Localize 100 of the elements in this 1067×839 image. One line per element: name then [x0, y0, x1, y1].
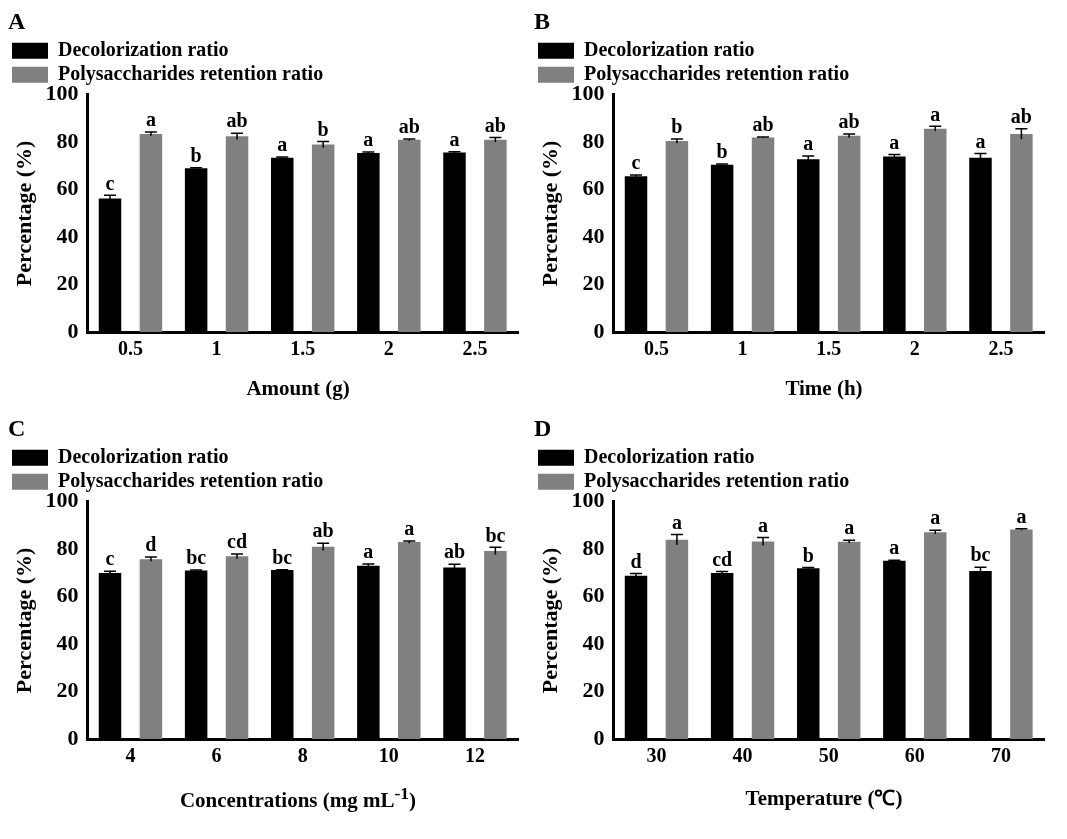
y-tick-label: 40: [56, 222, 79, 248]
y-axis-title: Percentage (%): [10, 547, 36, 694]
bar: [225, 556, 249, 739]
data-label: bc: [272, 545, 293, 568]
data-label: a: [1016, 505, 1027, 528]
bar: [484, 139, 507, 332]
bar: [139, 133, 163, 332]
x-tick-label: 1: [737, 337, 748, 360]
y-tick-label: 60: [582, 582, 605, 608]
x-tick-label: 1.5: [816, 337, 842, 360]
data-label: a: [844, 516, 855, 539]
data-label: c: [631, 151, 641, 174]
data-label: bc: [970, 543, 991, 566]
bar: [924, 128, 947, 332]
data-label: c: [105, 171, 115, 194]
x-tick-label: 8: [297, 744, 308, 767]
bar: [225, 136, 249, 332]
y-tick-label: 80: [56, 534, 79, 560]
x-axis-title: Time (h): [784, 376, 864, 401]
bar: [311, 144, 335, 332]
data-label: a: [404, 517, 415, 540]
bar: [751, 541, 775, 739]
y-tick-label: 0: [67, 724, 79, 750]
data-label: d: [145, 533, 157, 556]
data-label: ab: [226, 109, 248, 132]
bar: [311, 546, 335, 739]
data-label: ab: [752, 113, 774, 136]
y-tick-label: 60: [582, 175, 605, 201]
data-label: ab: [484, 113, 506, 136]
y-tick-label: 20: [56, 270, 79, 296]
y-tick-label: 40: [582, 629, 605, 655]
data-label: b: [671, 115, 683, 138]
legend-label: Decolorization ratio: [58, 37, 229, 60]
data-label: a: [930, 506, 941, 529]
data-label: a: [758, 513, 769, 536]
data-label: c: [105, 547, 115, 570]
y-tick-label: 80: [56, 127, 79, 153]
y-tick-label: 20: [582, 677, 605, 703]
data-label: a: [145, 108, 156, 131]
x-tick-label: 1: [211, 337, 222, 360]
x-axis-title: Temperature (℃): [744, 785, 904, 811]
data-label: b: [802, 543, 814, 566]
bar: [837, 135, 861, 332]
x-tick-label: 0.5: [117, 337, 143, 360]
y-tick-label: 0: [67, 317, 79, 343]
x-tick-label: 40: [732, 744, 753, 767]
legend-label: Decolorization ratio: [584, 444, 755, 467]
x-tick-label: 6: [211, 744, 222, 767]
x-axis-title: Concentrations (mg mL$^{-1}$): [178, 783, 418, 813]
x-tick-label: 10: [378, 744, 399, 767]
data-label: a: [671, 510, 682, 533]
data-label: a: [889, 130, 900, 153]
chart-title: A: [8, 7, 26, 34]
data-label: a: [930, 102, 941, 125]
y-tick-label: 0: [593, 724, 605, 750]
bar: [751, 137, 775, 332]
bar: [924, 532, 947, 739]
x-tick-label: 1.5: [290, 337, 316, 360]
bar: [398, 542, 421, 739]
data-label: a: [363, 540, 374, 563]
chart-title: B: [534, 7, 551, 34]
data-label: cd: [712, 547, 733, 570]
data-label: cd: [227, 530, 248, 553]
y-axis-title: Percentage (%): [536, 547, 562, 694]
data-label: ab: [1010, 104, 1032, 127]
legend-label: Decolorization ratio: [58, 444, 229, 467]
y-tick-label: 40: [56, 629, 79, 655]
y-tick-label: 20: [56, 677, 79, 703]
data-label: a: [889, 536, 900, 559]
y-tick-label: 80: [582, 534, 605, 560]
data-label: bc: [186, 546, 207, 569]
y-axis-title: Percentage (%): [10, 140, 36, 287]
x-tick-label: 30: [646, 744, 667, 767]
data-label: bc: [485, 523, 506, 546]
chart-title: C: [8, 414, 26, 441]
x-tick-label: 2.5: [988, 337, 1014, 360]
y-axis-title: Percentage (%): [536, 140, 562, 287]
chart-title: D: [534, 414, 552, 441]
data-label: b: [716, 140, 728, 163]
data-label: a: [803, 132, 814, 155]
y-tick-label: 0: [593, 317, 605, 343]
data-label: ab: [312, 519, 334, 542]
y-tick-label: 60: [56, 175, 79, 201]
bar: [837, 541, 861, 739]
data-label: d: [630, 549, 642, 572]
data-label: a: [975, 129, 986, 152]
legend-label: Decolorization ratio: [584, 37, 755, 60]
x-tick-label: 50: [818, 744, 839, 767]
bar: [1010, 133, 1033, 332]
bar: [484, 550, 507, 739]
y-tick-label: 20: [582, 270, 605, 296]
y-tick-label: 80: [582, 127, 605, 153]
data-label: a: [277, 133, 288, 156]
x-tick-label: 60: [904, 744, 925, 767]
data-label: a: [363, 128, 374, 151]
data-label: a: [449, 127, 460, 150]
bar: [665, 539, 689, 739]
data-label: ab: [398, 115, 420, 138]
data-label: b: [317, 117, 329, 140]
y-tick-label: 40: [582, 222, 605, 248]
